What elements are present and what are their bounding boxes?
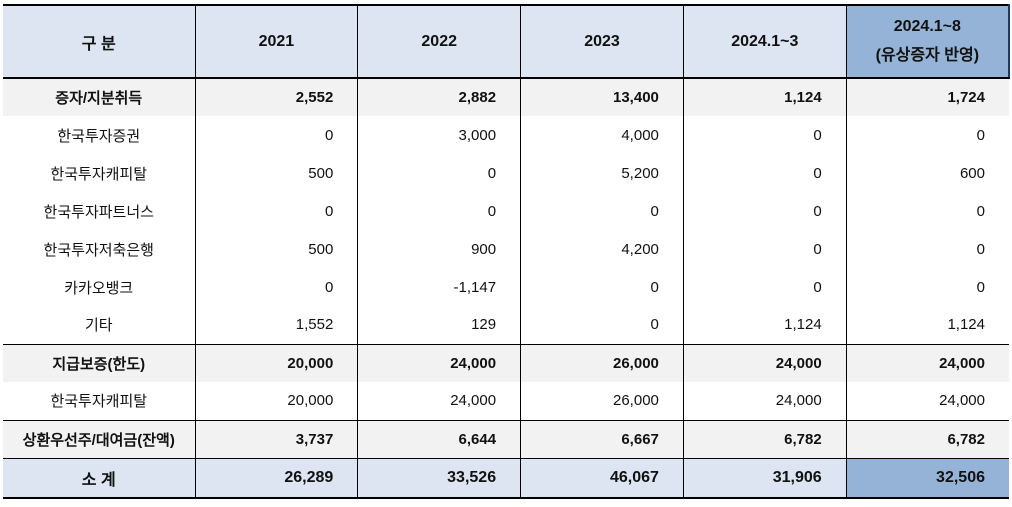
cell-2023: 0 [520, 306, 684, 344]
cell-2024-1-8: 0 [845, 116, 1009, 154]
cell-2023: 0 [520, 192, 684, 230]
cell-2023: 6,667 [520, 419, 684, 458]
col-header-category: 구 분 [3, 4, 195, 79]
col-header-2024-1-8-line1: 2024.1~8 [893, 18, 961, 35]
row-label: 지급보증(한도) [3, 343, 195, 382]
cell-2024-1-8: 1,724 [845, 78, 1009, 116]
table-row-capital-co: 한국투자캐피탈 500 0 5,200 0 600 [3, 154, 1009, 192]
cell-2024-1-3: 1,124 [682, 306, 847, 344]
col-header-2024-1-8-line2: (유상증자 반영) [875, 47, 980, 64]
cell-2024-1-8: 0 [845, 230, 1009, 268]
cell-2021: 3,737 [194, 419, 358, 458]
cell-2021: 0 [194, 192, 358, 230]
cell-2022: 33,526 [357, 457, 521, 499]
table-row-savings-bank: 한국투자저축은행 500 900 4,200 0 0 [3, 230, 1009, 268]
cell-2024-1-3: 1,124 [682, 78, 847, 116]
cell-2024-1-8: 32,506 [845, 457, 1009, 499]
cell-2023: 5,200 [520, 154, 684, 192]
cell-2024-1-3: 6,782 [682, 419, 847, 458]
cell-2021: 500 [194, 230, 358, 268]
cell-2022: 0 [357, 192, 521, 230]
cell-2023: 4,200 [520, 230, 684, 268]
row-label: 증자/지분취득 [3, 78, 195, 116]
cell-2022: 24,000 [357, 382, 521, 420]
cell-2023: 26,000 [520, 343, 684, 382]
cell-2022: 3,000 [357, 116, 521, 154]
cell-2024-1-8: 24,000 [845, 343, 1009, 382]
cell-2024-1-3: 0 [682, 230, 847, 268]
table-row-etc: 기타 1,552 129 0 1,124 1,124 [3, 306, 1009, 344]
cell-2021: 1,552 [194, 306, 358, 344]
row-label: 한국투자파트너스 [3, 192, 195, 230]
cell-2024-1-8: 0 [845, 192, 1009, 230]
cell-2023: 26,000 [520, 382, 684, 420]
cell-2022: 900 [357, 230, 521, 268]
col-header-2023: 2023 [520, 4, 684, 79]
cell-2024-1-3: 0 [682, 154, 847, 192]
cell-2022: 2,882 [357, 78, 521, 116]
row-label: 한국투자캐피탈 [3, 154, 195, 192]
cell-2023: 0 [520, 268, 684, 306]
cell-2024-1-3: 31,906 [682, 457, 847, 499]
cell-2022: 24,000 [357, 343, 521, 382]
row-label: 한국투자캐피탈 [3, 382, 195, 420]
cell-2022: -1,147 [357, 268, 521, 306]
cell-2021: 20,000 [194, 382, 358, 420]
cell-2024-1-3: 0 [682, 268, 847, 306]
cell-2022: 129 [357, 306, 521, 344]
cell-2021: 0 [194, 268, 358, 306]
cell-2024-1-8: 1,124 [845, 306, 1009, 344]
table-row-payment-guarantee: 지급보증(한도) 20,000 24,000 26,000 24,000 24,… [3, 343, 1009, 382]
cell-2022: 6,644 [357, 419, 521, 458]
col-header-2022: 2022 [357, 4, 521, 79]
row-label: 카카오뱅크 [3, 268, 195, 306]
cell-2021: 2,552 [194, 78, 358, 116]
cell-2022: 0 [357, 154, 521, 192]
cell-2024-1-8: 0 [845, 268, 1009, 306]
cell-2024-1-3: 24,000 [682, 382, 847, 420]
cell-2021: 26,289 [194, 457, 358, 499]
col-header-2021: 2021 [194, 4, 358, 79]
row-label: 한국투자저축은행 [3, 230, 195, 268]
cell-2021: 500 [194, 154, 358, 192]
capital-transactions-table: 구 분 2021 2022 2023 2024.1~3 2024.1~8 (유상… [3, 4, 1010, 499]
cell-2021: 0 [194, 116, 358, 154]
cell-2024-1-3: 24,000 [682, 343, 847, 382]
table-row-redeemable-preferred: 상환우선주/대여금(잔액) 3,737 6,644 6,667 6,782 6,… [3, 419, 1009, 458]
row-label: 상환우선주/대여금(잔액) [3, 419, 195, 458]
cell-2023: 13,400 [520, 78, 684, 116]
table-row-partners: 한국투자파트너스 0 0 0 0 0 [3, 192, 1009, 230]
cell-2024-1-3: 0 [682, 192, 847, 230]
table-row-capital-co-guarantee: 한국투자캐피탈 20,000 24,000 26,000 24,000 24,0… [3, 382, 1009, 420]
col-header-2024-1-3: 2024.1~3 [682, 4, 847, 79]
cell-2023: 46,067 [520, 457, 684, 499]
cell-2024-1-8: 6,782 [845, 419, 1009, 458]
cell-2024-1-8: 600 [845, 154, 1009, 192]
cell-2024-1-8: 24,000 [845, 382, 1009, 420]
table-row-kakaobank: 카카오뱅크 0 -1,147 0 0 0 [3, 268, 1009, 306]
header-row: 구 분 2021 2022 2023 2024.1~3 2024.1~8 (유상… [3, 4, 1010, 79]
table-row-securities: 한국투자증권 0 3,000 4,000 0 0 [3, 116, 1009, 154]
row-label: 한국투자증권 [3, 116, 195, 154]
cell-2021: 20,000 [194, 343, 358, 382]
row-label: 소 계 [3, 457, 195, 499]
col-header-2024-1-8: 2024.1~8 (유상증자 반영) [845, 4, 1010, 79]
row-label: 기타 [3, 306, 195, 344]
table-row-subtotal: 소 계 26,289 33,526 46,067 31,906 32,506 [3, 457, 1009, 499]
cell-2023: 4,000 [520, 116, 684, 154]
table-row-capital-increase: 증자/지분취득 2,552 2,882 13,400 1,124 1,724 [3, 78, 1009, 116]
cell-2024-1-3: 0 [682, 116, 847, 154]
